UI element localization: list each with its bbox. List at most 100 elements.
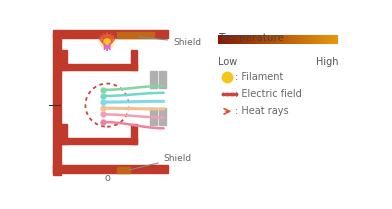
Bar <box>231 35 232 44</box>
Bar <box>279 35 280 44</box>
Bar <box>285 35 286 44</box>
Bar <box>337 35 338 44</box>
Bar <box>292 35 294 44</box>
Bar <box>254 35 255 44</box>
Bar <box>98 138 137 144</box>
Bar <box>270 35 271 44</box>
Bar <box>311 35 312 44</box>
Bar <box>61 138 98 144</box>
Bar <box>223 35 225 44</box>
Bar <box>243 35 244 44</box>
Text: Shield: Shield <box>138 37 201 47</box>
Bar <box>226 35 227 44</box>
Bar <box>272 35 274 44</box>
Bar <box>288 35 289 44</box>
Bar <box>335 35 336 44</box>
Bar <box>276 35 278 44</box>
Bar <box>247 35 248 44</box>
Bar <box>241 35 242 44</box>
Bar <box>269 35 270 44</box>
Bar <box>262 35 263 44</box>
Bar <box>318 35 319 44</box>
Bar <box>327 35 328 44</box>
Bar <box>261 35 262 44</box>
Bar <box>117 32 154 38</box>
Bar <box>333 35 334 44</box>
Bar <box>303 35 304 44</box>
Bar <box>336 35 337 44</box>
Bar <box>159 108 166 125</box>
Bar <box>301 35 302 44</box>
Text: Shield: Shield <box>129 154 192 170</box>
Bar <box>252 35 253 44</box>
Bar <box>292 35 293 44</box>
Bar <box>295 35 296 44</box>
Bar <box>61 64 98 70</box>
Text: : Filament: : Filament <box>235 73 283 82</box>
Bar <box>317 35 318 44</box>
Bar <box>290 35 291 44</box>
Text: High: High <box>316 57 338 68</box>
Bar <box>150 108 157 125</box>
Bar <box>263 35 265 44</box>
Bar <box>131 124 137 144</box>
Bar <box>329 35 330 44</box>
Bar <box>258 35 259 44</box>
Bar <box>245 35 246 44</box>
Bar <box>240 35 241 44</box>
Bar <box>259 35 260 44</box>
Bar <box>299 35 301 44</box>
Bar <box>53 165 167 173</box>
Bar <box>286 35 287 44</box>
Bar <box>316 35 317 44</box>
Bar <box>313 35 314 44</box>
Bar <box>233 35 234 44</box>
Bar <box>309 35 310 44</box>
Bar <box>283 35 284 44</box>
Bar <box>260 35 261 44</box>
Bar <box>240 35 241 44</box>
Bar <box>248 35 249 44</box>
Bar <box>263 35 264 44</box>
Bar <box>225 35 226 44</box>
Bar <box>287 35 288 44</box>
Bar <box>228 35 229 44</box>
Bar <box>266 35 267 44</box>
Bar <box>324 35 325 44</box>
Bar <box>316 35 318 44</box>
Bar <box>253 35 254 44</box>
Bar <box>297 35 298 44</box>
Bar <box>320 35 321 44</box>
Bar <box>235 35 236 44</box>
Bar <box>274 35 275 44</box>
Bar <box>236 35 238 44</box>
Bar <box>336 35 338 44</box>
Bar <box>306 35 307 44</box>
Bar <box>242 35 243 44</box>
Bar <box>220 35 221 44</box>
Bar <box>236 35 237 44</box>
Bar <box>331 35 332 44</box>
Bar <box>268 35 269 44</box>
Bar <box>326 35 327 44</box>
Bar <box>53 31 167 38</box>
Bar <box>265 35 266 44</box>
Bar <box>117 167 130 173</box>
Bar <box>238 35 239 44</box>
Bar <box>53 33 61 175</box>
Bar <box>291 35 292 44</box>
Bar <box>218 35 219 44</box>
Bar <box>279 35 281 44</box>
Bar <box>257 35 258 44</box>
Bar <box>278 35 279 44</box>
Bar <box>267 35 268 44</box>
Bar <box>256 35 257 44</box>
Bar <box>302 35 303 44</box>
Bar <box>131 50 137 70</box>
Bar <box>328 35 329 44</box>
Text: Low: Low <box>218 57 237 68</box>
Bar <box>244 35 245 44</box>
Bar <box>299 35 300 44</box>
Bar <box>275 35 276 44</box>
Bar <box>219 35 220 44</box>
